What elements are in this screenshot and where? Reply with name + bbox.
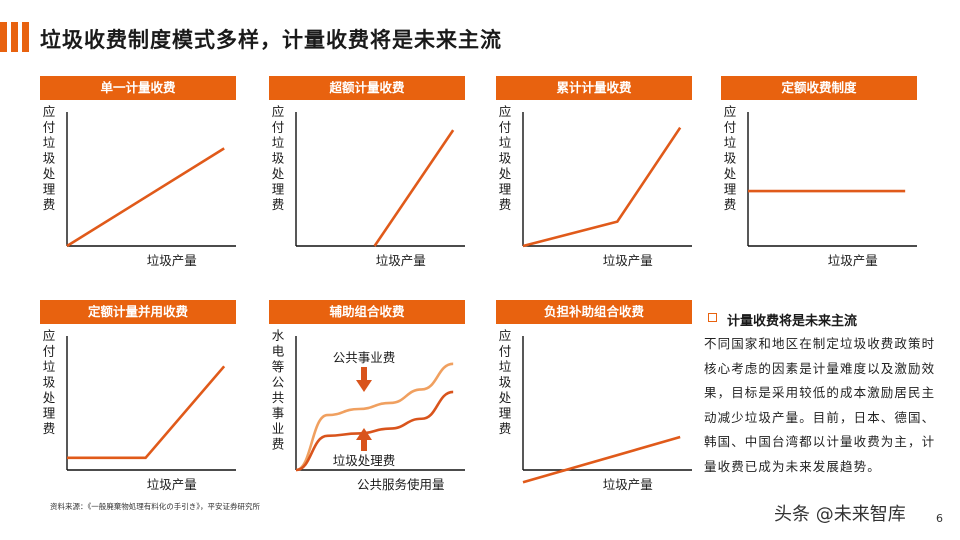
- chart-title: 超额计量收费: [269, 76, 465, 100]
- chart-panel-1: 单一计量收费应付垃圾处理费垃圾产量: [40, 76, 236, 276]
- chart-panel-4: 定额收费制度应付垃圾处理费垃圾产量: [721, 76, 917, 276]
- series-line-1: [522, 435, 681, 484]
- chart-title: 累计计量收费: [496, 76, 692, 100]
- arrow-down-icon: [356, 380, 372, 392]
- arrow-up-shaft: [361, 439, 367, 451]
- annotation-waste-fee: 垃圾处理费: [333, 453, 396, 468]
- source-note: 资料来源：《一般廃棄物処理有料化の手引き》，平安证券研究所: [50, 502, 260, 511]
- series-line-1: [295, 362, 454, 472]
- chart-panel-7: 负担补助组合收费应付垃圾处理费垃圾产量: [496, 300, 692, 500]
- series-line-2: [295, 390, 454, 472]
- note-title: 计量收费将是未来主流: [708, 310, 857, 329]
- chart-panel-2: 超额计量收费应付垃圾处理费垃圾产量: [269, 76, 465, 276]
- series-line-1: [66, 147, 225, 248]
- y-axis-label: 应付垃圾处理费: [43, 328, 56, 436]
- y-axis-label: 水电等公共事业费: [272, 328, 285, 452]
- x-axis-label: 垃圾产量: [603, 477, 653, 492]
- series-line-1: [373, 129, 455, 247]
- x-axis-label: 垃圾产量: [828, 253, 878, 268]
- x-axis-label: 垃圾产量: [147, 253, 197, 268]
- note-bullet-icon: [708, 313, 717, 322]
- chart-panel-3: 累计计量收费应付垃圾处理费垃圾产量: [496, 76, 692, 276]
- chart-title: 单一计量收费: [40, 76, 236, 100]
- chart-title: 定额计量并用收费: [40, 300, 236, 324]
- chart-panel-6: 辅助组合收费水电等公共事业费公共服务使用量 公共事业费垃圾处理费: [269, 300, 465, 500]
- chart-panel-5: 定额计量并用收费应付垃圾处理费垃圾产量: [40, 300, 236, 500]
- watermark: 头条 @未来智库: [770, 500, 910, 526]
- x-axis-label: 垃圾产量: [603, 253, 653, 268]
- page-title: 垃圾收费制度模式多样，计量收费将是未来主流: [40, 28, 502, 52]
- note-title-text: 计量收费将是未来主流: [727, 314, 858, 329]
- y-axis-label: 应付垃圾处理费: [724, 104, 737, 212]
- chart-title: 负担补助组合收费: [496, 300, 692, 324]
- title-accent-bar-3: [22, 22, 29, 52]
- chart-title: 定额收费制度: [721, 76, 917, 100]
- series-line-1: [522, 126, 682, 248]
- annotation-utility-fee: 公共事业费: [333, 350, 396, 365]
- x-axis-label: 公共服务使用量: [357, 477, 445, 492]
- x-axis-label: 垃圾产量: [147, 477, 197, 492]
- title-accent-bar-2: [11, 22, 18, 52]
- y-axis-label: 应付垃圾处理费: [272, 104, 285, 212]
- series-line-1: [67, 365, 226, 460]
- page-number: 6: [936, 512, 943, 525]
- y-axis-label: 应付垃圾处理费: [43, 104, 56, 212]
- x-axis-label: 垃圾产量: [376, 253, 426, 268]
- y-axis-label: 应付垃圾处理费: [499, 328, 512, 436]
- arrow-down-shaft: [361, 367, 367, 381]
- arrow-up-icon: [356, 428, 372, 440]
- title-accent-bar-1: [0, 22, 7, 52]
- note-body: 不同国家和地区在制定垃圾收费政策时核心考虑的因素是计量难度以及激励效果，目标是采…: [704, 336, 936, 474]
- chart-title: 辅助组合收费: [269, 300, 465, 324]
- y-axis-label: 应付垃圾处理费: [499, 104, 512, 212]
